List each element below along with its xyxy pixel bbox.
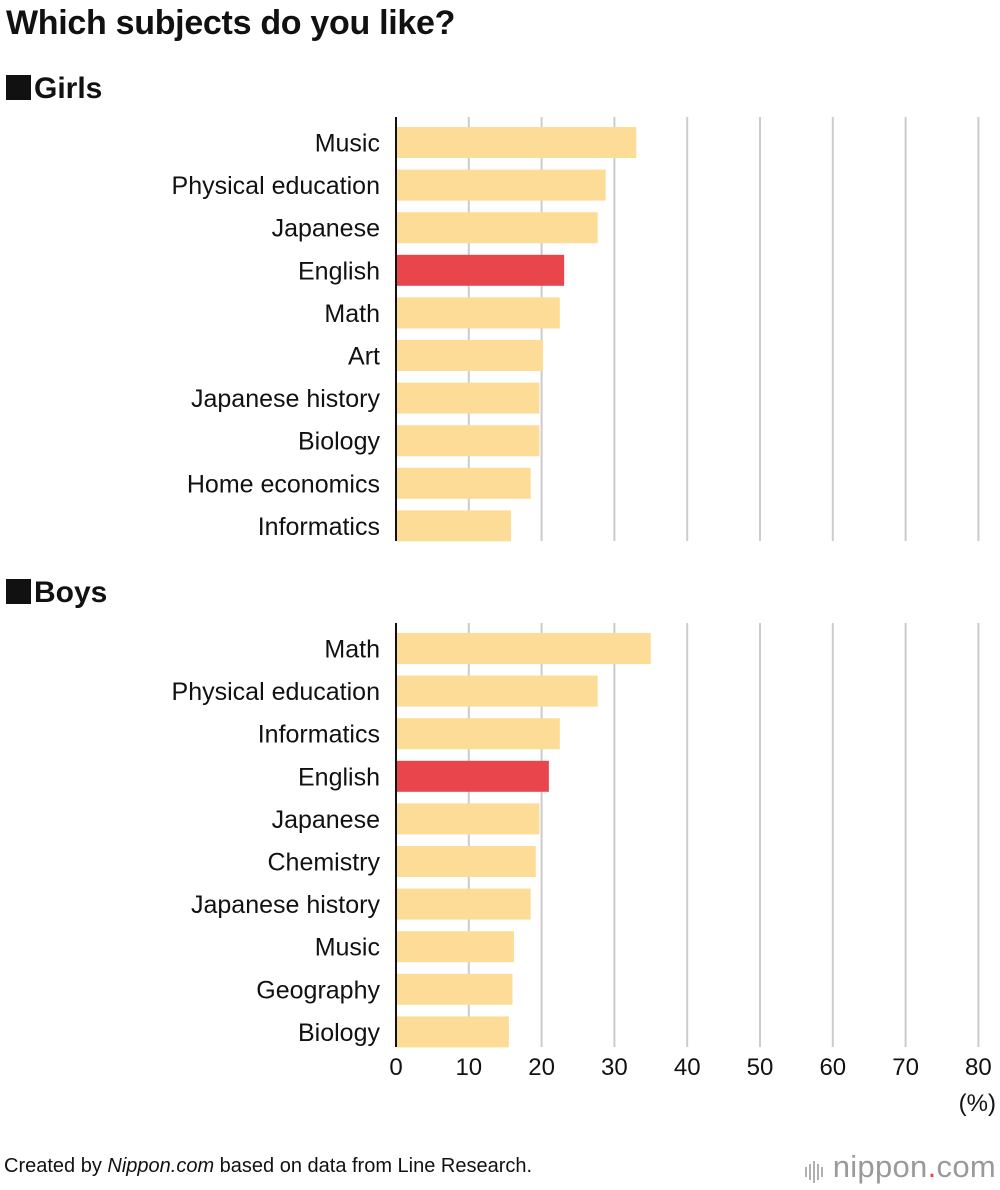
category-label: Biology (298, 428, 380, 456)
logo-name: nippon (832, 1149, 928, 1184)
bar-japanese (396, 803, 540, 835)
bar-japanese-history (396, 888, 531, 920)
bar-art (396, 340, 544, 371)
x-tick-label: 60 (819, 1054, 846, 1081)
x-tick-label: 20 (528, 1054, 555, 1081)
bar-biology (396, 1016, 509, 1048)
x-tick-label: 40 (674, 1054, 701, 1081)
girls-title: Girls (34, 72, 103, 105)
bar-physical-education (396, 169, 606, 201)
category-label: Math (324, 636, 380, 664)
bar-biology (396, 425, 540, 457)
source-suffix: based on data from Line Research. (214, 1155, 533, 1177)
logo-dot: . (927, 1149, 937, 1184)
bar-geography (396, 973, 513, 1005)
x-unit-label: (%) (959, 1090, 996, 1117)
category-label: Informatics (258, 721, 380, 749)
x-tick-label: 0 (389, 1054, 402, 1081)
bar-math (396, 633, 651, 664)
boys-section-title: Boys (6, 576, 107, 610)
category-label: Geography (256, 976, 380, 1004)
category-label: Japanese history (191, 891, 381, 919)
category-label: Physical education (172, 172, 380, 200)
bar-music (396, 127, 637, 158)
square-bullet-icon (6, 579, 31, 604)
chart-title: Which subjects do you like? (6, 4, 456, 42)
bar-informatics (396, 718, 560, 750)
bar-japanese-history (396, 382, 540, 414)
bar-physical-education (396, 675, 598, 707)
square-bullet-icon (6, 75, 31, 100)
category-label: Music (315, 934, 380, 962)
x-tick-label: 30 (601, 1054, 628, 1081)
bar-music (396, 931, 514, 963)
x-tick-label: 10 (455, 1054, 482, 1081)
category-label: English (298, 257, 380, 285)
bar-home-economics (396, 467, 531, 499)
source-name: Nippon.com (107, 1155, 215, 1177)
boys-title: Boys (34, 576, 108, 609)
x-tick-label: 80 (965, 1054, 992, 1081)
bar-math (396, 297, 560, 329)
category-label: Home economics (187, 470, 380, 498)
girls-section-title: Girls (6, 72, 102, 106)
category-label: Japanese (272, 806, 380, 834)
category-label: Japanese (272, 215, 380, 243)
category-label: Chemistry (267, 849, 380, 877)
source-prefix: Created by (4, 1155, 108, 1177)
bar-japanese (396, 212, 598, 244)
nippon-logo: nippon.com (804, 1149, 996, 1188)
category-label: Informatics (258, 513, 380, 541)
category-label: Math (324, 300, 380, 328)
bar-english (396, 254, 565, 286)
source-note: Created by Nippon.com based on data from… (4, 1155, 532, 1178)
bar-charts: Music Physical education Japanese English Ma… (172, 117, 996, 1117)
logo-bars-icon (804, 1152, 825, 1188)
bar-chemistry (396, 846, 536, 877)
category-label: Biology (298, 1019, 380, 1047)
category-label: English (298, 763, 380, 791)
bar-english (396, 760, 549, 792)
bar-informatics (396, 510, 512, 542)
category-label: Japanese history (191, 385, 381, 413)
category-label: Art (348, 343, 380, 371)
logo-tld: com (936, 1149, 996, 1184)
x-tick-label: 50 (747, 1054, 774, 1081)
category-label: Physical education (172, 678, 380, 706)
category-label: Music (315, 130, 380, 158)
x-tick-label: 70 (892, 1054, 919, 1081)
